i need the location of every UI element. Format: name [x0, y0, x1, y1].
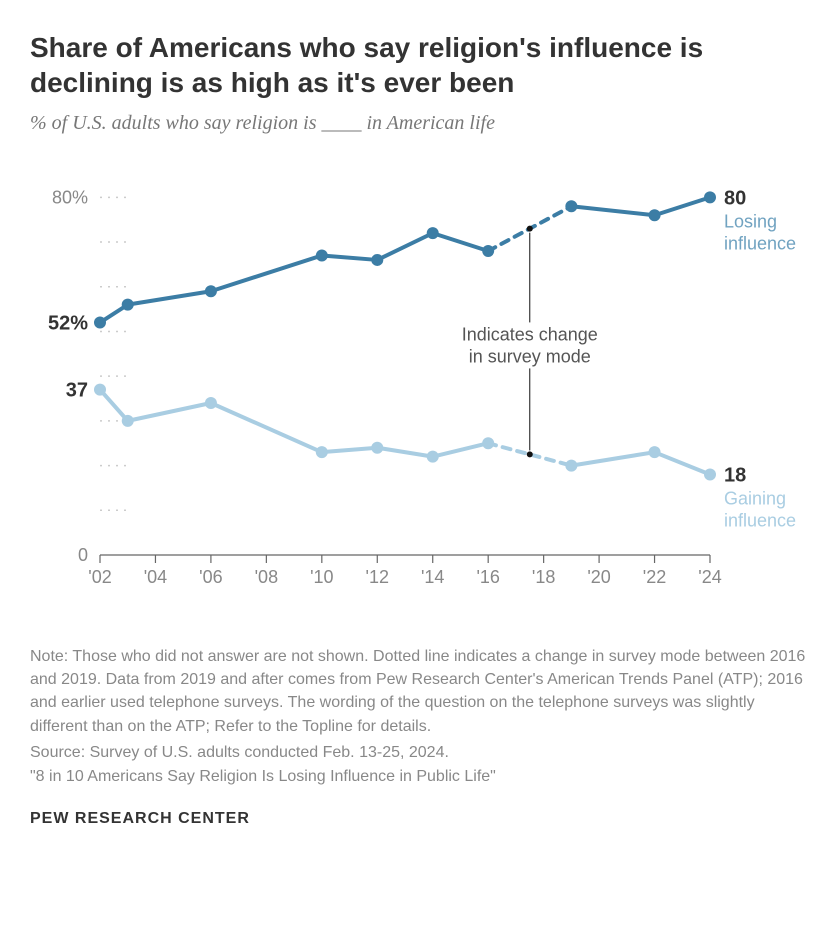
svg-text:in survey mode: in survey mode [469, 346, 591, 366]
svg-text:37: 37 [66, 380, 88, 402]
svg-text:'22: '22 [643, 567, 666, 587]
svg-text:Indicates change: Indicates change [462, 324, 598, 344]
svg-text:80%: 80% [52, 187, 88, 207]
source-text: Source: Survey of U.S. adults conducted … [30, 744, 810, 762]
svg-text:'18: '18 [532, 567, 555, 587]
note-text: Note: Those who did not answer are not s… [30, 645, 810, 738]
svg-text:'20: '20 [587, 567, 610, 587]
brand-name: PEW RESEARCH CENTER [30, 810, 810, 828]
svg-text:influence: influence [724, 233, 796, 253]
svg-text:'02: '02 [88, 567, 111, 587]
svg-text:'10: '10 [310, 567, 333, 587]
svg-text:'04: '04 [144, 567, 167, 587]
svg-text:Losing: Losing [724, 211, 777, 231]
svg-text:'06: '06 [199, 567, 222, 587]
svg-text:'08: '08 [255, 567, 278, 587]
svg-text:influence: influence [724, 511, 796, 531]
svg-text:'14: '14 [421, 567, 444, 587]
svg-text:0: 0 [78, 545, 88, 565]
svg-text:52%: 52% [48, 313, 88, 335]
svg-text:18: 18 [724, 465, 746, 487]
chart-subtitle: % of U.S. adults who say religion is ___… [30, 112, 810, 135]
chart-title: Share of Americans who say religion's in… [30, 30, 810, 100]
svg-text:'24: '24 [698, 567, 721, 587]
report-title-text: "8 in 10 Americans Say Religion Is Losin… [30, 768, 810, 786]
svg-text:'16: '16 [476, 567, 499, 587]
chart-area: 0 80% 37 52% '02 '04 '06 '08 '10 '12 '14 '16 '18 '20 '… [30, 155, 810, 625]
svg-text:'12: '12 [366, 567, 389, 587]
line-chart-svg: 0 80% 37 52% '02 '04 '06 '08 '10 '12 '14 '16 '18 '20 '… [30, 155, 810, 625]
svg-text:80: 80 [724, 187, 746, 209]
svg-text:Gaining: Gaining [724, 489, 786, 509]
